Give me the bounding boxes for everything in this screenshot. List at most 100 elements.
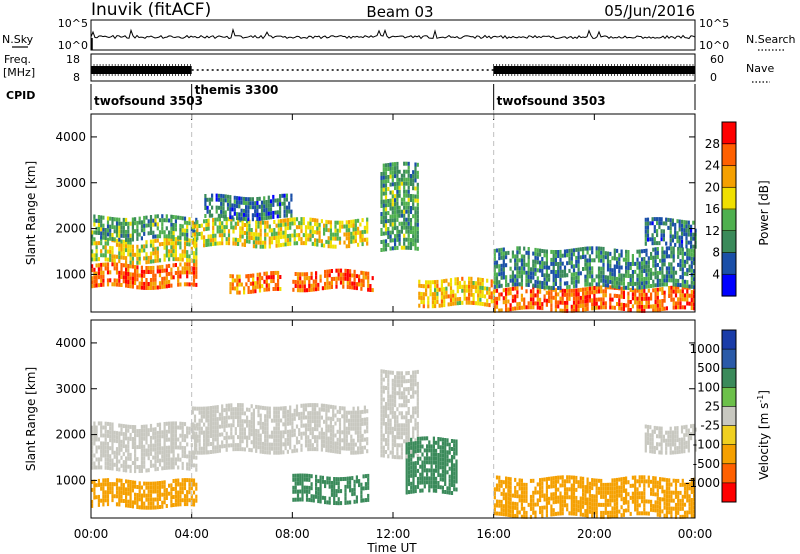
- data-cell: [338, 410, 342, 415]
- data-cell: [620, 290, 623, 295]
- data-cell: [174, 271, 177, 275]
- data-cell: [380, 172, 383, 176]
- data-cell: [207, 234, 210, 239]
- data-cell: [418, 303, 421, 308]
- data-cell: [252, 416, 255, 421]
- data-cell: [416, 421, 419, 426]
- data-cell: [394, 214, 397, 219]
- data-cell: [305, 276, 309, 281]
- data-cell: [259, 421, 262, 426]
- data-cell: [111, 225, 114, 229]
- data-cell: [472, 297, 475, 301]
- data-cell: [416, 389, 419, 394]
- data-cell: [303, 473, 306, 478]
- data-cell: [170, 283, 173, 288]
- data-cell: [93, 421, 96, 426]
- data-cell: [286, 441, 289, 446]
- data-cell: [314, 439, 317, 444]
- data-cell: [520, 274, 523, 279]
- data-cell: [172, 235, 175, 239]
- data-cell: [129, 256, 132, 261]
- data-cell: [602, 250, 605, 255]
- data-cell: [289, 409, 292, 414]
- data-cell: [354, 219, 357, 224]
- data-cell: [572, 288, 576, 293]
- data-cell: [289, 429, 292, 434]
- data-cell: [156, 466, 159, 471]
- data-cell: [656, 263, 659, 267]
- data-cell: [405, 229, 408, 234]
- data-cell: [670, 262, 673, 267]
- data-cell: [618, 257, 621, 262]
- data-cell: [688, 301, 691, 306]
- data-cell: [458, 285, 462, 289]
- data-cell: [520, 262, 523, 267]
- data-cell: [518, 250, 521, 255]
- data-cell: [205, 239, 208, 243]
- data-cell: [293, 408, 296, 413]
- data-cell: [481, 278, 484, 282]
- data-cell: [663, 290, 666, 295]
- data-cell: [152, 285, 155, 290]
- data-cell: [449, 282, 453, 287]
- data-cell: [255, 236, 258, 241]
- data-cell: [200, 410, 203, 415]
- data-cell: [301, 280, 304, 285]
- data-cell: [172, 241, 175, 246]
- data-cell: [678, 243, 681, 248]
- data-cell: [579, 287, 582, 292]
- data-cell: [304, 407, 308, 412]
- data-cell: [104, 437, 107, 442]
- data-cell: [407, 205, 410, 210]
- data-cell: [292, 489, 295, 494]
- data-cell: [597, 297, 601, 302]
- data-cell: [572, 276, 576, 281]
- data-cell: [312, 279, 315, 284]
- data-cell: [354, 418, 357, 423]
- data-cell: [147, 282, 150, 286]
- data-cell: [252, 236, 255, 241]
- data-cell: [660, 233, 663, 238]
- data-cell: [179, 457, 182, 462]
- data-cell: [652, 283, 655, 288]
- data-cell: [391, 194, 394, 199]
- data-cell: [163, 284, 166, 289]
- data-cell: [102, 270, 105, 275]
- data-cell: [570, 276, 573, 281]
- data-cell: [600, 266, 603, 271]
- data-cell: [127, 483, 130, 488]
- data-cell: [192, 255, 196, 260]
- data-cell: [335, 477, 338, 482]
- data-cell: [134, 229, 137, 234]
- data-cell: [529, 279, 533, 284]
- data-cell: [225, 443, 228, 448]
- data-cell: [156, 269, 159, 274]
- data-cell: [97, 457, 100, 462]
- data-cell: [609, 259, 612, 264]
- data-cell: [595, 285, 598, 290]
- data-cell: [95, 241, 98, 246]
- data-cell: [498, 284, 501, 289]
- data-cell: [232, 241, 235, 246]
- data-cell: [109, 446, 112, 451]
- data-cell: [291, 413, 294, 418]
- data-cell: [318, 222, 321, 227]
- data-cell: [156, 446, 159, 451]
- data-cell: [518, 258, 521, 263]
- data-cell: [93, 465, 96, 470]
- data-cell: [674, 301, 678, 306]
- data-cell: [122, 233, 125, 238]
- data-cell: [111, 458, 114, 463]
- data-cell: [174, 245, 177, 250]
- data-cell: [188, 498, 191, 503]
- data-cell: [532, 267, 535, 272]
- data-cell: [421, 476, 424, 481]
- data-cell: [398, 403, 401, 408]
- data-cell: [102, 245, 105, 250]
- data-cell: [604, 301, 607, 306]
- data-cell: [284, 242, 287, 247]
- data-cell: [391, 238, 394, 243]
- data-cell: [316, 242, 319, 247]
- data-cell: [270, 271, 273, 276]
- data-cell: [532, 305, 535, 310]
